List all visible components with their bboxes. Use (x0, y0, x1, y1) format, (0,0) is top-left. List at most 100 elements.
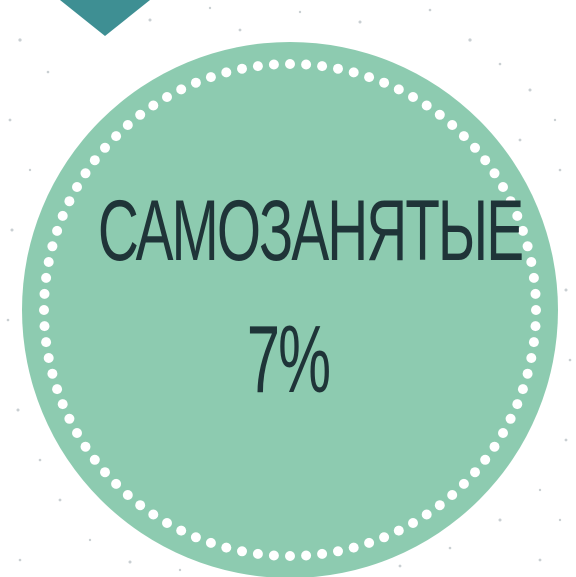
ring-dot (526, 353, 537, 363)
ring-dot (205, 537, 216, 548)
ring-dot (470, 142, 480, 153)
ring-dot (489, 168, 500, 179)
ring-dot (458, 478, 469, 489)
ring-dot (348, 67, 359, 78)
ring-dot (480, 454, 491, 465)
badge-title: САМОЗАНЯТЫЕ (97, 183, 524, 279)
ring-dot (301, 59, 312, 70)
ring-dot (489, 441, 500, 452)
ring-dot (176, 84, 187, 95)
ring-dot (517, 225, 528, 236)
ring-dot (379, 532, 390, 543)
ring-dot (43, 353, 54, 363)
ring-dot (47, 368, 58, 379)
ring-dot (268, 59, 279, 70)
ring-dot (41, 272, 52, 283)
ring-dot (135, 500, 146, 511)
ring-dot (122, 490, 133, 500)
ring-dot (470, 467, 480, 478)
ring-dot (408, 92, 418, 102)
ring-dot (348, 542, 359, 553)
ring-dot (190, 532, 201, 543)
ring-dot (43, 257, 54, 267)
ring-dot (317, 548, 328, 559)
ring-dot (162, 518, 172, 528)
ring-dot (498, 428, 508, 438)
ring-dot (317, 61, 328, 72)
ring-dot (434, 109, 445, 120)
ring-dot (301, 550, 312, 561)
ring-dot (530, 288, 541, 299)
ring-dot (57, 210, 68, 221)
ring-dot (41, 337, 52, 348)
ring-dot (512, 399, 523, 410)
ring-dot (47, 241, 58, 252)
ring-dot (522, 368, 533, 379)
ring-dot (52, 225, 63, 236)
ring-dot (100, 142, 110, 153)
ring-dot (148, 509, 159, 520)
ring-dot (421, 100, 432, 111)
ring-dot (285, 59, 295, 69)
ring-dot (176, 525, 187, 536)
ring-dot (393, 525, 404, 536)
ring-dot (57, 399, 68, 410)
ring-dot (364, 72, 375, 83)
ring-dot (80, 168, 91, 179)
ring-dot (39, 321, 50, 332)
ring-dot (458, 131, 469, 142)
ring-dot (89, 454, 100, 465)
ring-dot (237, 63, 247, 74)
ring-dot (517, 384, 528, 395)
ring-dot (447, 490, 458, 500)
ring-dot (205, 72, 216, 83)
ring-dot (162, 92, 172, 102)
ring-dot (72, 428, 82, 438)
ring-dot (522, 241, 533, 252)
ring-dot (39, 305, 49, 315)
ring-dot (100, 467, 110, 478)
ring-dot (512, 210, 523, 221)
ring-dot (72, 182, 82, 192)
ring-dot (505, 413, 516, 424)
ring-dot (64, 413, 75, 424)
ring-dot (122, 120, 133, 130)
ring-dot (526, 257, 537, 267)
ring-dot (111, 131, 122, 142)
ring-dot (64, 196, 75, 207)
ring-dot (531, 305, 541, 315)
ring-dot (111, 478, 122, 489)
ring-dot (530, 321, 541, 332)
ring-dot (528, 272, 539, 283)
ring-dot (148, 100, 159, 111)
ring-dot (252, 548, 263, 559)
ring-dot (364, 537, 375, 548)
ring-dot (190, 77, 201, 88)
ring-dot (89, 155, 100, 166)
ring-dot (285, 551, 295, 561)
ring-dot (80, 441, 91, 452)
ring-dot (221, 67, 232, 78)
ring-dot (421, 509, 432, 520)
ring-dot (252, 61, 263, 72)
ring-dot (333, 546, 343, 557)
ring-dot (447, 120, 458, 130)
ring-dot (393, 84, 404, 95)
ring-dot (505, 196, 516, 207)
ring-dot (434, 500, 445, 511)
ring-dot (39, 288, 50, 299)
ring-dot (135, 109, 146, 120)
ring-dot (480, 155, 491, 166)
ring-dot (408, 518, 418, 528)
ring-dot (237, 546, 247, 557)
ring-dot (268, 550, 279, 561)
ring-dot (379, 77, 390, 88)
ring-dot (221, 542, 232, 553)
ring-dot (528, 337, 539, 348)
ring-dot (52, 384, 63, 395)
ring-dot (333, 63, 343, 74)
